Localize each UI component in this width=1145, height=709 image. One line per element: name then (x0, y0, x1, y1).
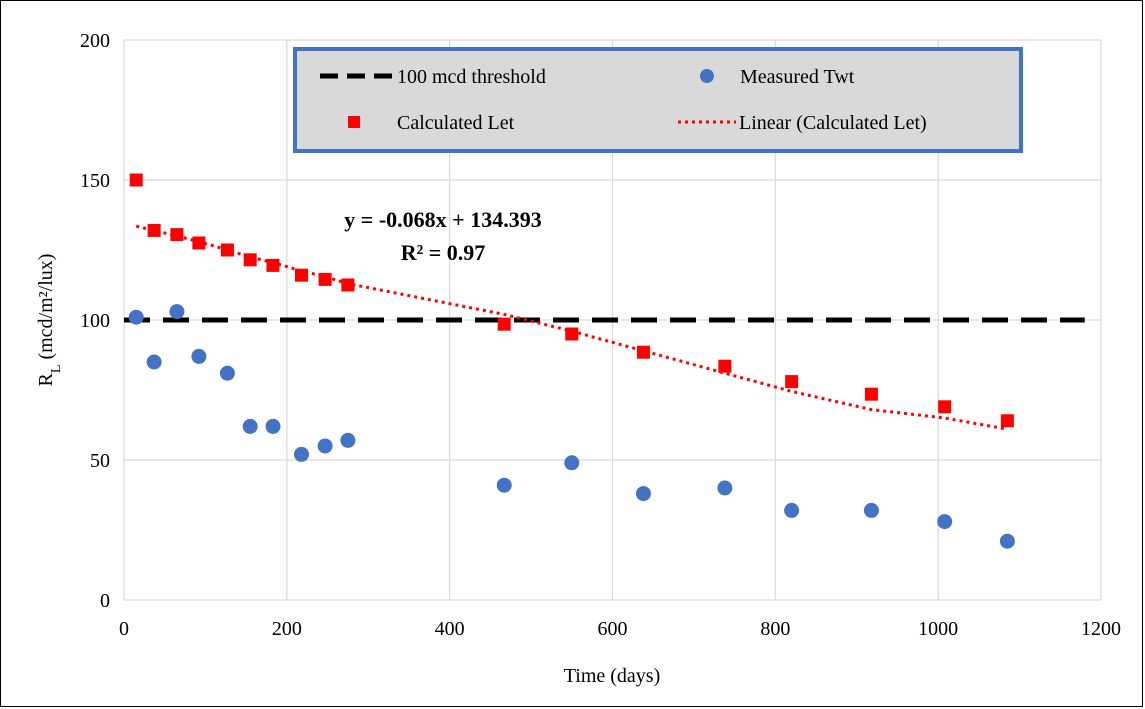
point-calculated-let (636, 345, 650, 359)
point-measured-twt (863, 502, 879, 518)
point-calculated-let (192, 236, 206, 250)
point-calculated-let (220, 243, 234, 257)
legend-linear-label: Linear (Calculated Let) (739, 112, 927, 134)
tick-labels: 0 50 100 150 200 0 200 400 600 800 1000 1200 (80, 30, 1121, 640)
point-calculated-let (294, 268, 308, 282)
point-measured-twt (317, 438, 333, 454)
y-axis-title: RL (mcd/m²/lux) (35, 254, 64, 387)
point-calculated-let (497, 317, 511, 331)
legend-calculated-swatch (348, 116, 360, 128)
point-calculated-let (341, 278, 355, 292)
point-measured-twt (496, 477, 512, 493)
point-measured-twt (999, 533, 1015, 549)
x-tick-label: 600 (598, 618, 628, 640)
point-calculated-let (938, 400, 952, 414)
y-tick-label: 150 (80, 170, 110, 192)
points-layer (128, 173, 1015, 549)
legend-measured-label: Measured Twt (740, 66, 855, 88)
y-tick-label: 100 (80, 310, 110, 332)
point-measured-twt (293, 446, 309, 462)
x-tick-label: 800 (760, 618, 790, 640)
legend-calculated-label: Calculated Let (397, 112, 515, 134)
point-calculated-let (147, 223, 161, 237)
grid-layer (123, 39, 1102, 601)
legend-measured-swatch (700, 69, 714, 83)
regression-annotation: y = -0.068x + 134.393 R² = 0.97 (344, 207, 541, 265)
point-calculated-let (243, 253, 257, 267)
point-calculated-let (266, 258, 280, 272)
legend-threshold-label: 100 mcd threshold (397, 66, 546, 88)
legend-box (293, 47, 1023, 153)
point-calculated-let (718, 359, 732, 373)
point-measured-twt (265, 418, 281, 434)
point-calculated-let (170, 228, 184, 242)
point-calculated-let (1000, 414, 1014, 428)
point-calculated-let (318, 272, 332, 286)
point-measured-twt (146, 354, 162, 370)
point-calculated-let (565, 327, 579, 341)
point-measured-twt (564, 455, 580, 471)
y-tick-label: 50 (90, 450, 110, 472)
x-tick-label: 1200 (1081, 618, 1121, 640)
regression-r-squared: R² = 0.97 (401, 240, 486, 265)
point-measured-twt (169, 304, 185, 320)
point-measured-twt (191, 348, 207, 364)
point-calculated-let (864, 387, 878, 401)
y-tick-label: 0 (100, 590, 110, 612)
point-measured-twt (128, 309, 144, 325)
point-measured-twt (242, 418, 258, 434)
point-measured-twt (717, 480, 733, 496)
point-measured-twt (784, 502, 800, 518)
point-calculated-let (129, 173, 143, 187)
point-measured-twt (635, 486, 651, 502)
x-tick-label: 0 (119, 618, 129, 640)
x-axis-title: Time (days) (564, 665, 660, 687)
x-tick-label: 200 (272, 618, 302, 640)
point-measured-twt (219, 365, 235, 381)
regression-equation: y = -0.068x + 134.393 (344, 207, 541, 232)
point-calculated-let (785, 375, 799, 389)
x-tick-label: 1000 (918, 618, 958, 640)
point-measured-twt (937, 514, 953, 530)
point-measured-twt (340, 432, 356, 448)
legend: 100 mcd threshold Measured Twt Calculate… (293, 47, 1023, 153)
y-tick-label: 200 (80, 30, 110, 52)
x-tick-label: 400 (435, 618, 465, 640)
